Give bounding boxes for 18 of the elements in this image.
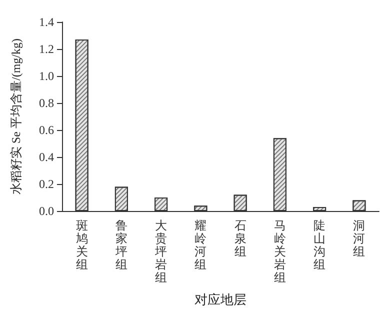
y-tick-label: 1.2	[39, 42, 54, 56]
x-tick-label: 马岭关岩组	[274, 218, 286, 284]
y-tick-label: 0.4	[39, 150, 54, 164]
y-axis-title: 水稻籽实 Se 平均含量/(mg/kg)	[9, 38, 23, 194]
x-tick-label: 斑鸠关组	[76, 218, 88, 272]
x-axis-title: 对应地层	[194, 292, 246, 307]
x-tick-label: 耀岭河组	[194, 218, 207, 272]
y-tick-label: 0.8	[39, 96, 54, 110]
x-tick-label: 陡山沟组	[314, 218, 326, 272]
y-tick-label: 0.0	[39, 204, 54, 218]
y-tick-label: 1.4	[39, 15, 54, 29]
y-tick-label: 0.6	[39, 123, 54, 137]
x-tick-label: 洞河组	[353, 218, 366, 258]
y-tick-label: 0.2	[39, 177, 54, 191]
y-tick-label: 1.0	[39, 69, 54, 83]
x-tick-label: 大贵坪岩组	[154, 218, 168, 284]
x-tick-label: 石泉组	[234, 218, 246, 258]
x-tick-label: 鲁家坪组	[114, 218, 128, 272]
